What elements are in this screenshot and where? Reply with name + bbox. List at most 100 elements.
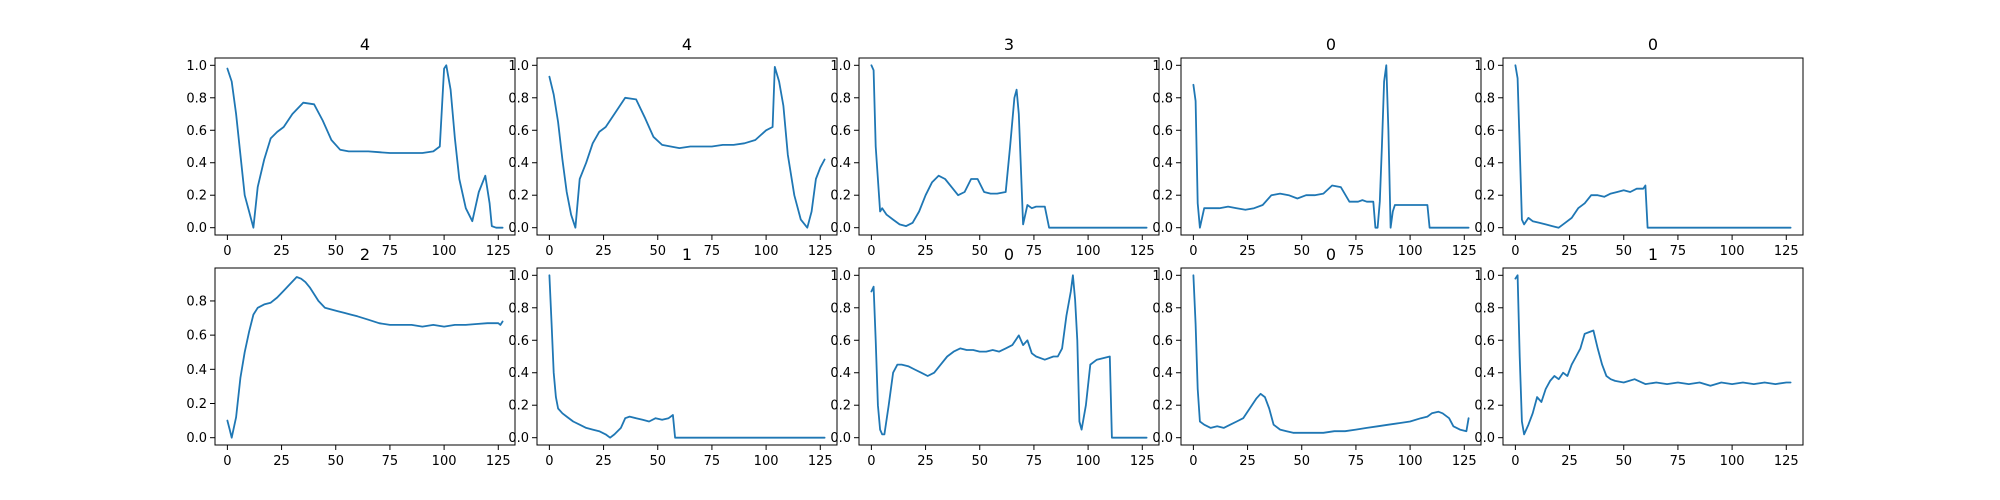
y-tick-label: 0.2 <box>186 189 207 204</box>
x-tick-label: 125 <box>808 454 833 469</box>
y-tick-label: 1.0 <box>830 59 851 74</box>
y-tick-label: 0.2 <box>1152 399 1173 414</box>
axes-frame <box>214 57 516 236</box>
x-tick-label: 50 <box>649 454 666 469</box>
y-tick-label: 0.4 <box>186 156 207 171</box>
x-tick-label: 125 <box>1452 244 1477 259</box>
y-tick-label: 0.2 <box>1474 399 1495 414</box>
x-tick-label: 75 <box>382 244 399 259</box>
x-tick-label: 50 <box>1293 454 1310 469</box>
y-tick-label: 0.2 <box>1474 189 1495 204</box>
y-tick-label: 0.8 <box>1474 91 1495 106</box>
x-tick-label: 0 <box>1511 454 1519 469</box>
subplot-title: 3 <box>1004 35 1014 54</box>
subplot-title: 1 <box>682 245 692 264</box>
subplot-3: 0 25 50 75 100 125 0.0 0.2 0.4 0.6 0.8 1.0 3 <box>830 35 1160 259</box>
y-tick-label: 0.4 <box>1152 366 1173 381</box>
y-tick-label: 0.8 <box>186 294 207 309</box>
x-tick-label: 50 <box>327 244 344 259</box>
y-tick-label: 0.8 <box>830 91 851 106</box>
series-line <box>226 276 504 439</box>
x-tick-label: 0 <box>1189 454 1197 469</box>
x-tick-label: 125 <box>1774 244 1799 259</box>
x-tick-label: 25 <box>917 454 934 469</box>
series-line <box>548 66 826 229</box>
x-tick-label: 100 <box>1720 454 1745 469</box>
series-line <box>1192 274 1470 434</box>
y-tick-label: 0.8 <box>186 91 207 106</box>
subplot-7: 0 25 50 75 100 125 0.0 0.2 0.4 0.6 0.8 1.0 1 <box>508 245 838 469</box>
subplot-title: 0 <box>1004 245 1014 264</box>
y-tick-label: 0.6 <box>1152 124 1173 139</box>
x-tick-label: 100 <box>1076 454 1101 469</box>
x-tick-label: 100 <box>1720 244 1745 259</box>
x-tick-label: 0 <box>223 244 231 259</box>
y-tick-label: 0.2 <box>508 399 529 414</box>
x-tick-label: 75 <box>1348 454 1365 469</box>
y-tick-label: 0.0 <box>186 221 207 236</box>
x-tick-label: 75 <box>1026 454 1043 469</box>
y-tick-label: 0.6 <box>830 334 851 349</box>
x-tick-label: 25 <box>1561 244 1578 259</box>
x-tick-label: 0 <box>1189 244 1197 259</box>
x-tick-label: 25 <box>1239 244 1256 259</box>
y-tick-label: 1.0 <box>1152 59 1173 74</box>
x-tick-label: 100 <box>1076 244 1101 259</box>
x-tick-label: 125 <box>486 244 511 259</box>
x-tick-label: 0 <box>867 454 875 469</box>
axes-frame <box>858 57 1160 236</box>
y-tick-label: 1.0 <box>1474 269 1495 284</box>
y-tick-label: 0.0 <box>508 431 529 446</box>
x-tick-label: 0 <box>545 454 553 469</box>
x-tick-label: 125 <box>808 244 833 259</box>
x-tick-label: 25 <box>273 454 290 469</box>
y-tick-label: 0.2 <box>830 399 851 414</box>
y-tick-label: 0.0 <box>830 221 851 236</box>
x-tick-label: 50 <box>1615 454 1632 469</box>
x-tick-label: 25 <box>273 244 290 259</box>
x-tick-label: 75 <box>1670 244 1687 259</box>
y-tick-label: 0.6 <box>830 124 851 139</box>
axes-frame <box>1502 57 1804 236</box>
y-tick-label: 0.6 <box>1474 334 1495 349</box>
subplot-title: 0 <box>1326 35 1336 54</box>
x-tick-label: 75 <box>1348 244 1365 259</box>
series-line <box>548 274 826 439</box>
y-tick-label: 0.8 <box>1152 91 1173 106</box>
series-line <box>870 274 1148 439</box>
x-tick-label: 25 <box>595 454 612 469</box>
x-tick-label: 0 <box>867 244 875 259</box>
x-tick-label: 75 <box>1026 244 1043 259</box>
x-tick-label: 50 <box>971 454 988 469</box>
y-tick-label: 0.8 <box>1152 301 1173 316</box>
subplot-9: 0 25 50 75 100 125 0.0 0.2 0.4 0.6 0.8 1.0 0 <box>1152 245 1482 469</box>
x-tick-label: 125 <box>1130 244 1155 259</box>
y-tick-label: 0.0 <box>508 221 529 236</box>
axes-frame <box>1180 267 1482 446</box>
subplot-title: 4 <box>682 35 692 54</box>
axes-frame <box>858 267 1160 446</box>
x-tick-label: 75 <box>704 244 721 259</box>
x-tick-label: 50 <box>971 244 988 259</box>
y-tick-label: 0.8 <box>508 91 529 106</box>
y-tick-label: 0.2 <box>508 189 529 204</box>
y-tick-label: 0.4 <box>1152 156 1173 171</box>
y-tick-label: 0.6 <box>1474 124 1495 139</box>
y-tick-label: 0.8 <box>830 301 851 316</box>
y-tick-label: 0.6 <box>508 124 529 139</box>
x-tick-label: 125 <box>486 454 511 469</box>
y-tick-label: 0.6 <box>186 329 207 344</box>
y-tick-label: 0.4 <box>508 156 529 171</box>
x-tick-label: 100 <box>1398 244 1423 259</box>
y-tick-label: 0.8 <box>1474 301 1495 316</box>
y-tick-label: 0.0 <box>1474 431 1495 446</box>
x-tick-label: 75 <box>704 454 721 469</box>
x-tick-label: 75 <box>382 454 399 469</box>
y-tick-label: 0.8 <box>508 301 529 316</box>
y-tick-label: 0.0 <box>1152 221 1173 236</box>
x-tick-label: 125 <box>1130 454 1155 469</box>
y-tick-label: 0.4 <box>1474 366 1495 381</box>
subplot-title: 2 <box>360 245 370 264</box>
axes-frame <box>1180 57 1482 236</box>
